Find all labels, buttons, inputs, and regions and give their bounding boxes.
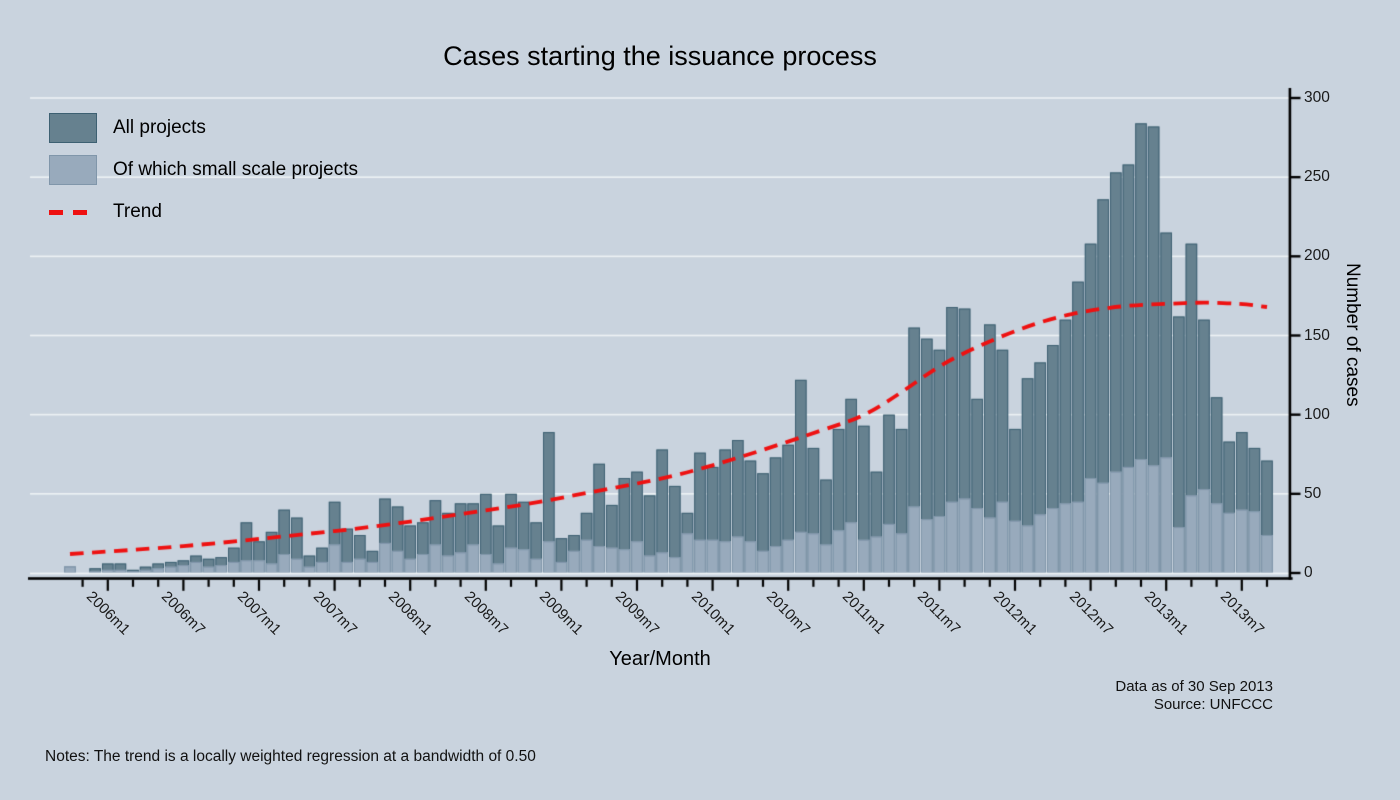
y-tick-label: 150 <box>1304 326 1330 344</box>
data-source-note: Data as of 30 Sep 2013 Source: UNFCCC <box>1115 678 1273 714</box>
legend-label: All projects <box>113 117 206 138</box>
y-tick-label: 300 <box>1304 89 1330 106</box>
legend-item-small-scale: Of which small scale projects <box>49 154 358 186</box>
y-axis-title: Number of cases <box>1342 263 1363 407</box>
x-axis-title: Year/Month <box>609 648 711 670</box>
y-tick-label: 0 <box>1304 564 1313 581</box>
small-scale-swatch <box>49 155 97 185</box>
trend-dash-icon <box>49 197 97 227</box>
legend: All projects Of which small scale projec… <box>49 112 358 238</box>
chart-title: Cases starting the issuance process <box>443 41 877 71</box>
legend-item-trend: Trend <box>49 196 358 228</box>
legend-label: Of which small scale projects <box>113 159 358 180</box>
notes-line: Notes: The trend is a locally weighted r… <box>45 748 536 765</box>
legend-item-all-projects: All projects <box>49 112 358 144</box>
legend-label: Trend <box>113 201 162 222</box>
data-asof-line: Data as of 30 Sep 2013 <box>1115 678 1273 695</box>
y-tick-label: 200 <box>1304 247 1330 265</box>
y-tick-label: 100 <box>1304 405 1330 423</box>
y-tick-label: 250 <box>1304 168 1330 186</box>
y-tick-label: 50 <box>1304 484 1322 502</box>
all-projects-swatch <box>49 113 97 143</box>
source-line: Source: UNFCCC <box>1153 696 1273 713</box>
